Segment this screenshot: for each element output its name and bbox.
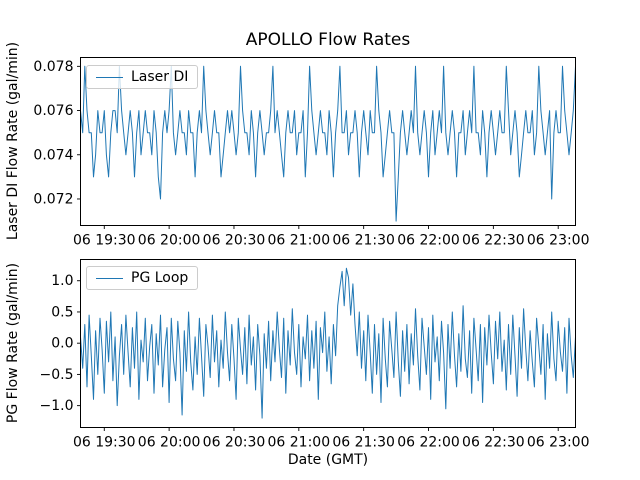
x-tick-label: 06 20:30 <box>203 435 266 451</box>
x-tick-label: 06 22:30 <box>462 233 525 249</box>
pg-loop-line <box>80 267 576 419</box>
y-tick-label: −1.0 <box>40 398 74 414</box>
x-axis-label: Date (GMT) <box>287 452 369 468</box>
legend-pg-loop: PG Loop <box>86 266 199 290</box>
y-tick-label: 0.078 <box>33 59 73 75</box>
x-tick-label: 06 22:00 <box>397 233 460 249</box>
y-tick-label: 0.5 <box>51 304 73 320</box>
x-tick-label: 06 22:30 <box>462 435 525 451</box>
y-tick-label: 0.072 <box>33 191 73 207</box>
y-tick-label: 0.076 <box>33 103 73 119</box>
x-tick-label: 06 21:30 <box>332 435 395 451</box>
axes-frame-top <box>80 57 576 226</box>
legend-laser-di: Laser DI <box>86 65 199 89</box>
x-tick-label: 06 23:00 <box>527 435 590 451</box>
legend-label: PG Loop <box>131 270 189 286</box>
y-tick-label: −0.5 <box>40 367 74 383</box>
x-tick-label: 06 20:30 <box>203 233 266 249</box>
x-tick-label: 06 20:00 <box>138 435 201 451</box>
x-tick-label: 06 19:30 <box>73 435 136 451</box>
y-tick-label: 0.074 <box>33 147 73 163</box>
x-tick-label: 06 21:00 <box>268 233 331 249</box>
x-tick-label: 06 19:30 <box>73 233 136 249</box>
x-tick-label: 06 21:30 <box>332 233 395 249</box>
legend-line-sample-icon <box>96 76 123 78</box>
figure-title: APOLLO Flow Rates <box>245 30 411 50</box>
axes-frame-bottom <box>80 259 576 428</box>
legend-line-sample-icon <box>96 277 123 279</box>
legend-label: Laser DI <box>131 69 189 85</box>
y-tick-label: 1.0 <box>51 273 73 289</box>
x-tick-label: 06 23:00 <box>527 233 590 249</box>
laser-di-line <box>80 65 576 222</box>
x-tick-label: 06 20:00 <box>138 233 201 249</box>
bottom-y-axis-label: PG Flow Rate (gal/min) <box>5 262 21 424</box>
x-tick-label: 06 21:00 <box>268 435 331 451</box>
y-tick-label: 0.0 <box>51 336 73 352</box>
x-tick-label: 06 22:00 <box>397 435 460 451</box>
